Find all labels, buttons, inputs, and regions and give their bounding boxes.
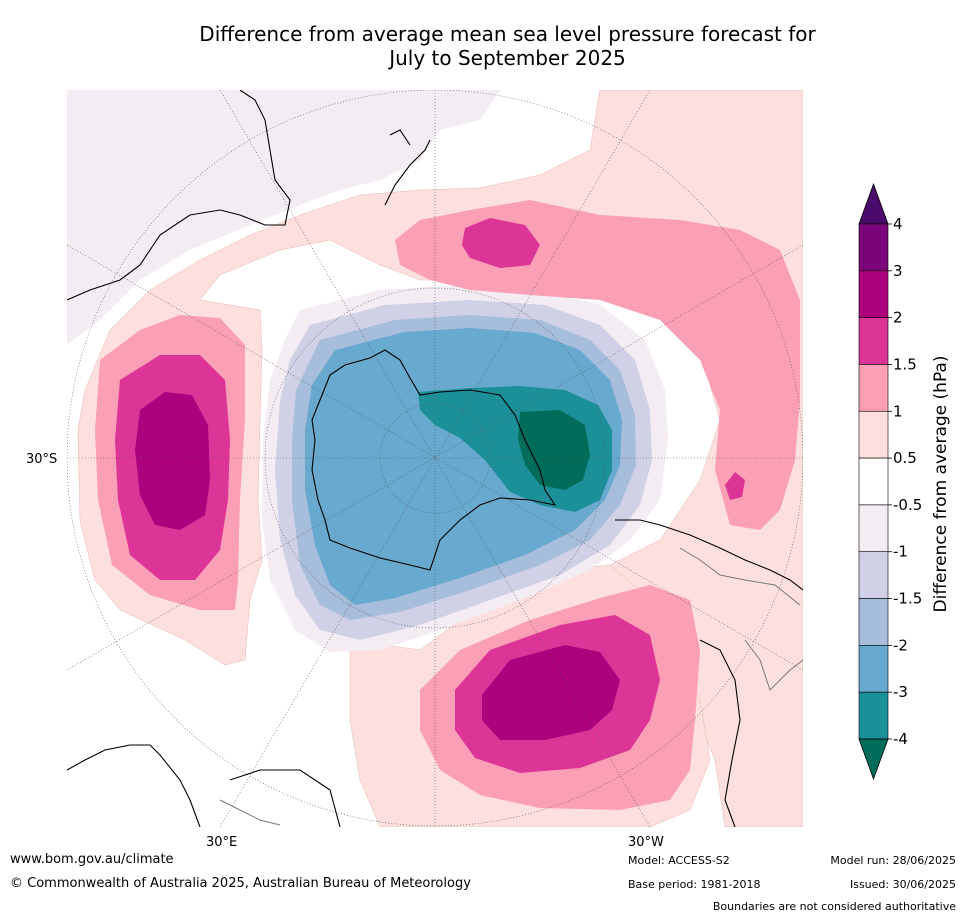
colorbar-tick-label: 1.5 bbox=[893, 355, 917, 373]
footer-copyright: © Commonwealth of Australia 2025, Austra… bbox=[10, 876, 471, 891]
lon-label-30e: 30°E bbox=[206, 835, 237, 850]
colorbar-tick-label: 0.5 bbox=[893, 449, 917, 467]
colorbar-tick-label: 2 bbox=[893, 309, 903, 327]
colorbar-segment bbox=[858, 270, 889, 318]
colorbar-tick-label: 1 bbox=[893, 402, 903, 420]
lon-label-30w: 30°W bbox=[628, 835, 664, 850]
anomaly-2 bbox=[135, 392, 620, 740]
colorbar-segment bbox=[858, 598, 889, 646]
footer-issued: Issued: 30/06/2025 bbox=[849, 878, 956, 891]
colorbar-segment bbox=[858, 410, 889, 459]
lat-label-30s: 30°S bbox=[26, 452, 57, 467]
colorbar-segment bbox=[858, 691, 889, 740]
colorbar-segment bbox=[858, 223, 889, 272]
chart-title: Difference from average mean sea level p… bbox=[60, 22, 955, 70]
map-area bbox=[67, 90, 803, 827]
title-line-2: July to September 2025 bbox=[389, 46, 626, 70]
country-borders bbox=[219, 547, 803, 826]
colorbar-tick-label: -1 bbox=[893, 543, 908, 561]
colorbar-extend-bottom bbox=[858, 738, 889, 781]
australia-coastline bbox=[67, 90, 291, 301]
graticule bbox=[67, 90, 803, 827]
colorbar-segment bbox=[858, 457, 889, 506]
colorbar-tick-label: -3 bbox=[893, 683, 908, 701]
colorbar-tick-label: -2 bbox=[893, 636, 908, 654]
colorbar-tick-label: -4 bbox=[893, 730, 908, 748]
africa-coastline bbox=[67, 744, 341, 827]
antarctica-coastline bbox=[311, 349, 557, 571]
colorbar-extend-top bbox=[858, 182, 889, 225]
colorbar-segment bbox=[858, 364, 889, 412]
colorbar-tick-label: -1.5 bbox=[893, 590, 922, 608]
colorbar-tick-label: -0.5 bbox=[893, 496, 922, 514]
colorbar-segment bbox=[858, 317, 889, 365]
colorbar-segment bbox=[858, 645, 889, 693]
coastlines bbox=[67, 90, 803, 827]
anomaly-minus-4 bbox=[518, 410, 590, 490]
colorbar: 4 3 2 1.5 1 0.5 -0.5 -1 -1.5 -2 -3 -4 bbox=[858, 182, 922, 781]
colorbar-title: Difference from average (hPa) bbox=[931, 356, 951, 613]
title-line-1: Difference from average mean sea level p… bbox=[199, 22, 816, 46]
new-zealand-coastline bbox=[384, 129, 431, 206]
footer-model-run: Model run: 28/06/2025 bbox=[830, 854, 956, 867]
colorbar-segment bbox=[858, 551, 889, 599]
colorbar-tick-label: 3 bbox=[893, 262, 903, 280]
colorbar-segment bbox=[858, 504, 889, 553]
colorbar-tick-label: 4 bbox=[893, 215, 903, 233]
footer-base-period: Base period: 1981-2018 bbox=[628, 878, 761, 891]
footer-url: www.bom.gov.au/climate bbox=[10, 852, 174, 867]
footer-model: Model: ACCESS-S2 bbox=[628, 854, 730, 867]
footer-disclaimer: Boundaries are not considered authoritat… bbox=[712, 900, 956, 913]
south-america-coastline bbox=[615, 519, 803, 827]
